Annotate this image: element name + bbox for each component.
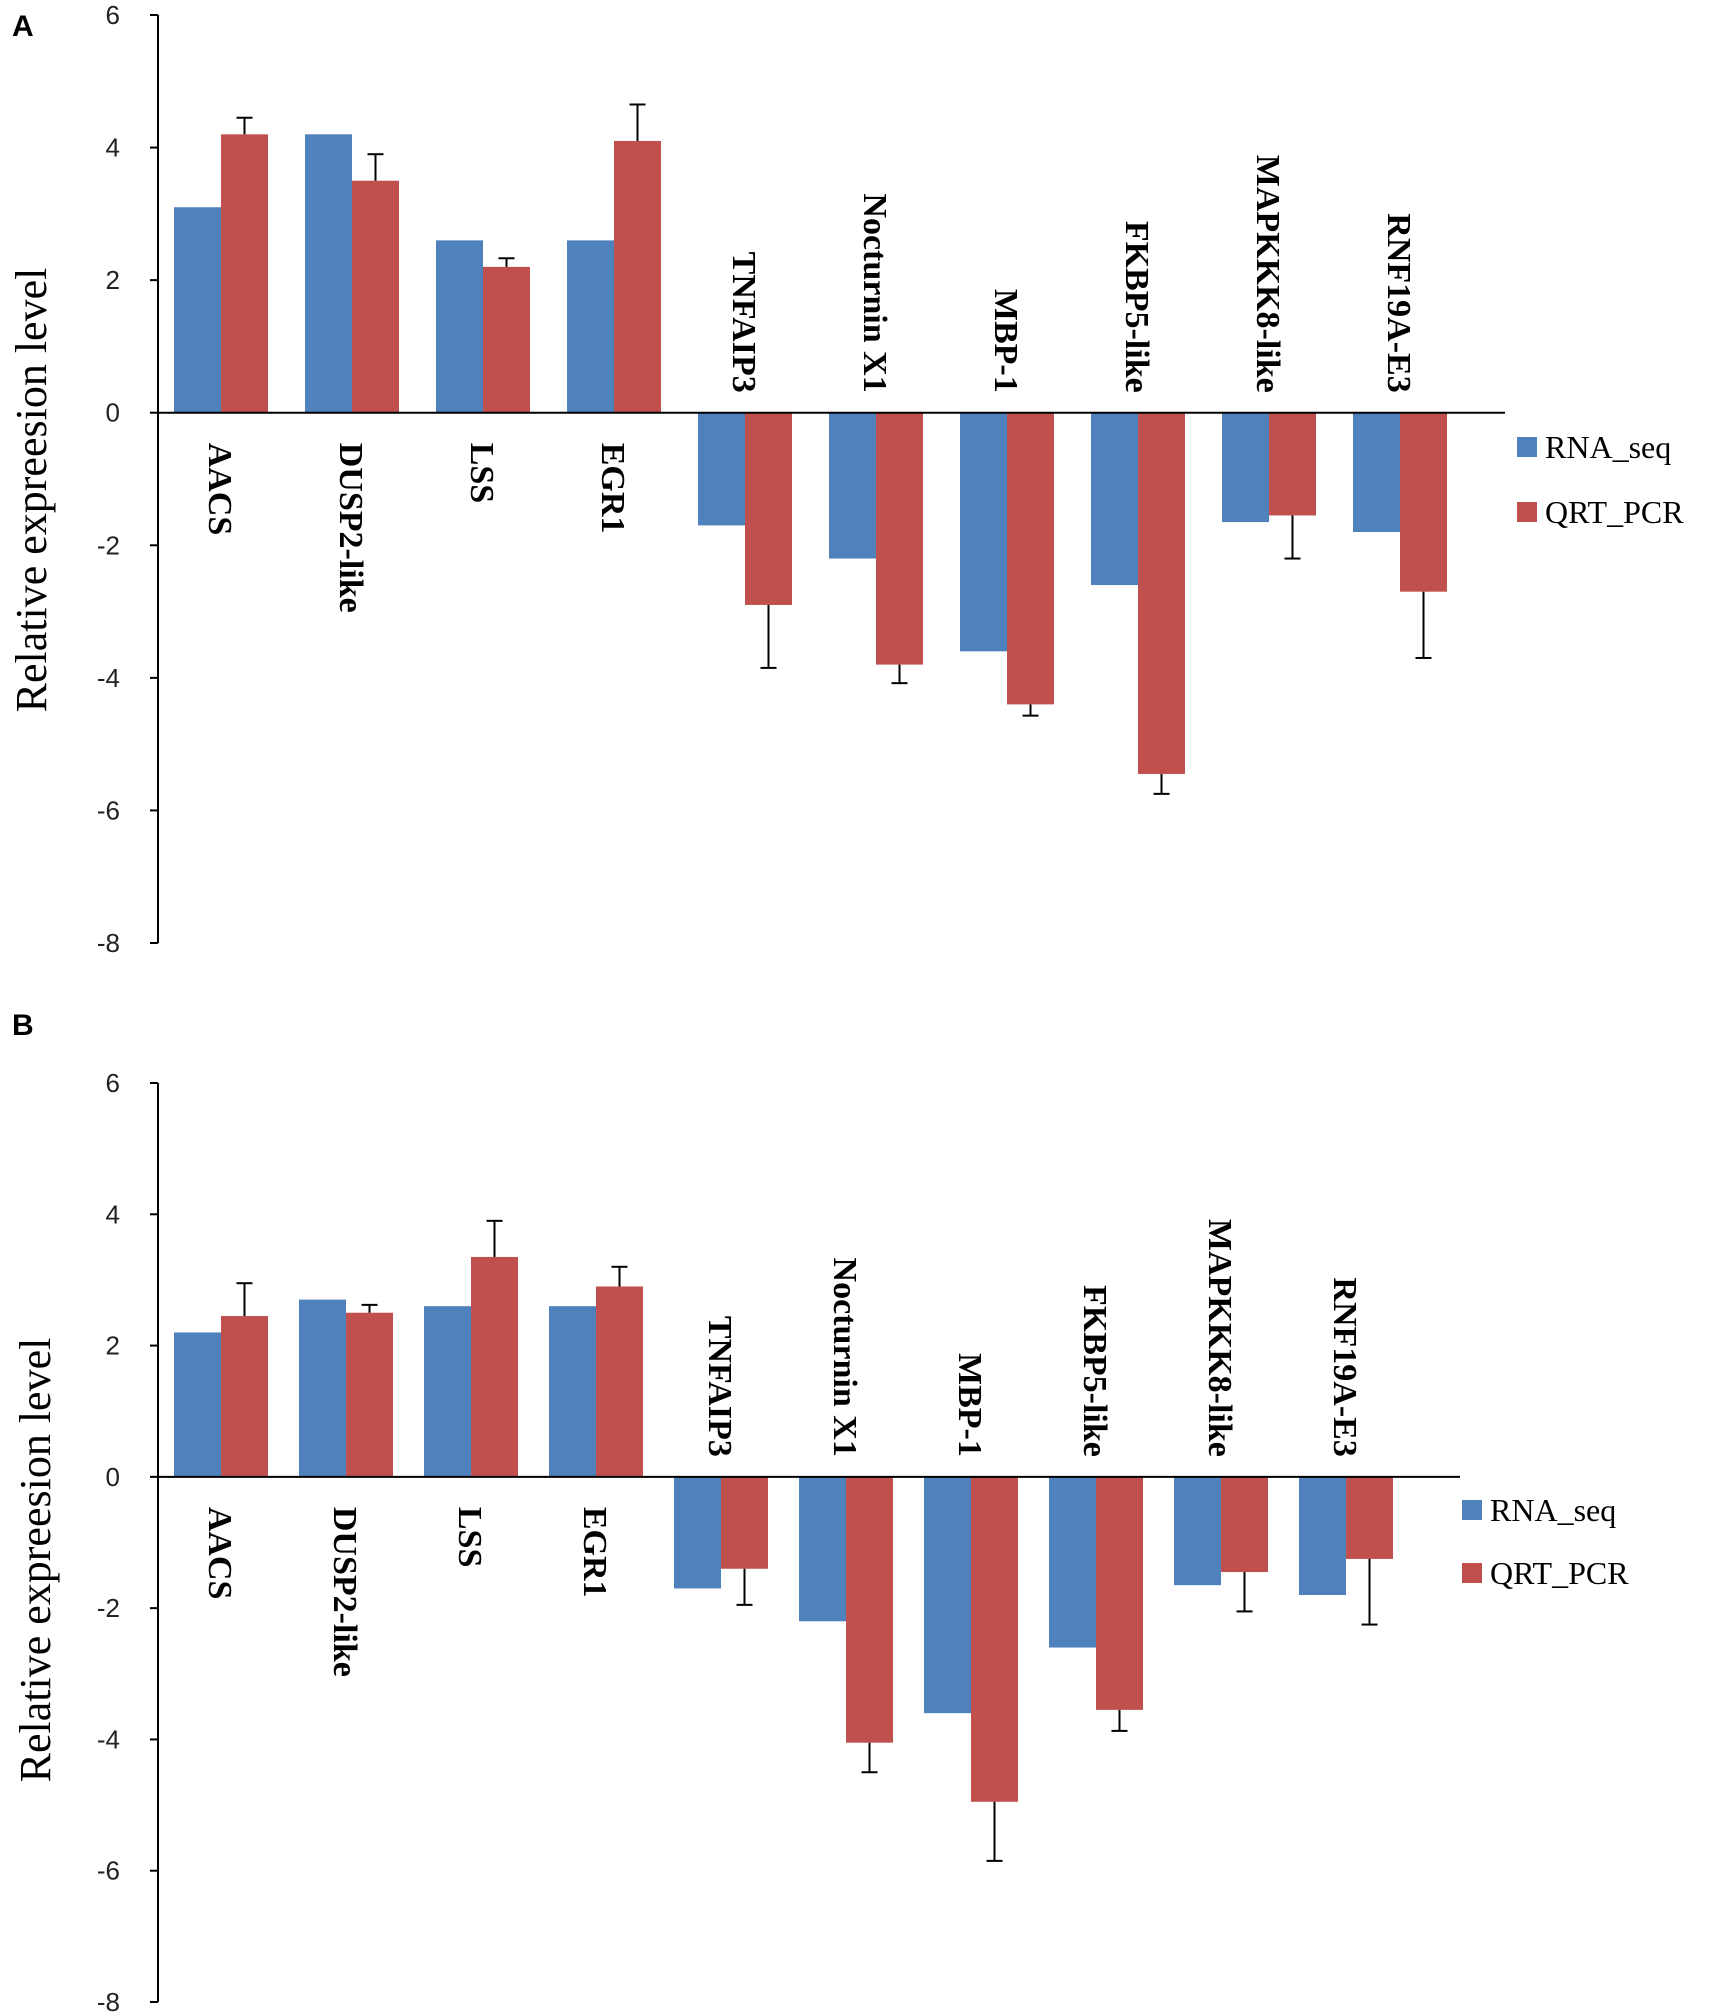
bar-rna-seq-1: [174, 207, 221, 413]
y-axis-label: Relative expreesion level: [7, 268, 56, 713]
chart-panel-a: A 6 4 2 0 -2 -4 -6 -8 Relative expreesion level AA…: [7, 0, 1684, 958]
y-tick-label: 6: [106, 0, 120, 30]
y-tick-label: 2: [106, 1331, 120, 1361]
bar-qrt-pcr-8: [1096, 1476, 1143, 1710]
legend-label-rna-seq: RNA_seq: [1490, 1492, 1616, 1528]
y-tick-label: -6: [97, 1856, 120, 1886]
bar-qrt-pcr-6: [876, 412, 923, 665]
y-tick-label: -8: [97, 928, 120, 958]
bar-rna-seq-9: [1222, 412, 1269, 523]
category-label: AACS: [201, 443, 238, 536]
y-tick-label: 0: [106, 398, 120, 428]
bar-qrt-pcr-9: [1221, 1476, 1268, 1573]
category-label: EGR1: [594, 443, 631, 534]
bar-qrt-pcr-7: [1007, 412, 1054, 705]
category-label: Nocturnin X1: [826, 1258, 863, 1457]
bar-rna-seq-8: [1091, 412, 1138, 586]
category-label: MAPKKK8-like: [1249, 155, 1286, 393]
category-label: LSS: [463, 443, 500, 504]
bar-qrt-pcr-5: [721, 1476, 768, 1569]
bar-qrt-pcr-2: [352, 180, 399, 413]
legend-swatch-qrt-pcr: [1517, 502, 1537, 522]
y-tick-label: 0: [106, 1462, 120, 1492]
legend-swatch-qrt-pcr: [1462, 1563, 1482, 1583]
bar-rna-seq-4: [567, 240, 614, 413]
bar-rna-seq-8: [1049, 1476, 1096, 1648]
bar-qrt-pcr-2: [346, 1312, 393, 1477]
y-tick-label: -2: [97, 530, 120, 560]
y-tick-label: -8: [97, 1987, 120, 2015]
bar-rna-seq-10: [1299, 1476, 1346, 1596]
bar-rna-seq-1: [174, 1332, 221, 1477]
category-label: MAPKKK8-like: [1201, 1219, 1238, 1457]
y-tick-label: 4: [106, 133, 120, 163]
bar-rna-seq-3: [424, 1306, 471, 1477]
category-label: RNF19A-E3: [1326, 1277, 1363, 1456]
category-label: MBP-1: [987, 289, 1024, 393]
bar-qrt-pcr-4: [596, 1286, 643, 1477]
y-tick-label: -6: [97, 795, 120, 825]
y-tick-label: -2: [97, 1593, 120, 1623]
legend-swatch-rna-seq: [1462, 1500, 1482, 1520]
bar-rna-seq-6: [799, 1476, 846, 1622]
bar-qrt-pcr-1: [221, 1316, 268, 1477]
bar-qrt-pcr-8: [1138, 412, 1185, 774]
category-label: RNF19A-E3: [1380, 213, 1417, 392]
bar-qrt-pcr-5: [745, 412, 792, 605]
category-label: Nocturnin X1: [856, 193, 893, 392]
bar-qrt-pcr-9: [1269, 412, 1316, 516]
bar-rna-seq-2: [305, 134, 352, 413]
bar-qrt-pcr-4: [614, 140, 661, 413]
category-label: FKBP5-like: [1118, 221, 1155, 393]
bar-rna-seq-7: [960, 412, 1007, 652]
bar-rna-seq-5: [698, 412, 745, 526]
category-label: TNFAIP3: [701, 1316, 738, 1457]
y-tick-label: 6: [106, 1068, 120, 1098]
bar-rna-seq-7: [924, 1476, 971, 1714]
bar-qrt-pcr-3: [471, 1256, 518, 1477]
legend-label-rna-seq: RNA_seq: [1545, 429, 1671, 465]
bar-qrt-pcr-6: [846, 1476, 893, 1743]
bar-rna-seq-3: [436, 240, 483, 413]
bar-qrt-pcr-1: [221, 134, 268, 413]
category-label: DUSP2-like: [332, 443, 369, 613]
category-label: EGR1: [576, 1507, 613, 1598]
bar-qrt-pcr-3: [483, 266, 530, 413]
bar-rna-seq-2: [299, 1299, 346, 1477]
bar-qrt-pcr-10: [1400, 412, 1447, 592]
y-tick-label: -4: [97, 663, 120, 693]
legend-swatch-rna-seq: [1517, 437, 1537, 457]
bar-rna-seq-4: [549, 1306, 596, 1477]
panel-letter: B: [12, 1009, 34, 1042]
y-tick-label: 2: [106, 265, 120, 295]
bar-qrt-pcr-10: [1346, 1476, 1393, 1559]
category-label: DUSP2-like: [326, 1507, 363, 1677]
category-label: TNFAIP3: [725, 252, 762, 393]
legend-label-qrt-pcr: QRT_PCR: [1490, 1555, 1629, 1591]
y-tick-label: -4: [97, 1724, 120, 1754]
panel-letter: A: [12, 10, 34, 43]
category-label: MBP-1: [951, 1353, 988, 1457]
legend-label-qrt-pcr: QRT_PCR: [1545, 494, 1684, 530]
y-tick-label: 4: [106, 1199, 120, 1229]
category-label: LSS: [451, 1507, 488, 1568]
bar-rna-seq-9: [1174, 1476, 1221, 1586]
category-label: FKBP5-like: [1076, 1285, 1113, 1457]
bar-rna-seq-5: [674, 1476, 721, 1589]
bar-qrt-pcr-7: [971, 1476, 1018, 1802]
y-axis-label: Relative expreesion level: [11, 1338, 60, 1783]
chart-panel-b: B 6 4 2 0 -2 -4 -6 -8 Relative expreesion level AA…: [11, 1009, 1629, 2015]
category-label: AACS: [201, 1507, 238, 1600]
bar-rna-seq-6: [829, 412, 876, 559]
bar-rna-seq-10: [1353, 412, 1400, 533]
